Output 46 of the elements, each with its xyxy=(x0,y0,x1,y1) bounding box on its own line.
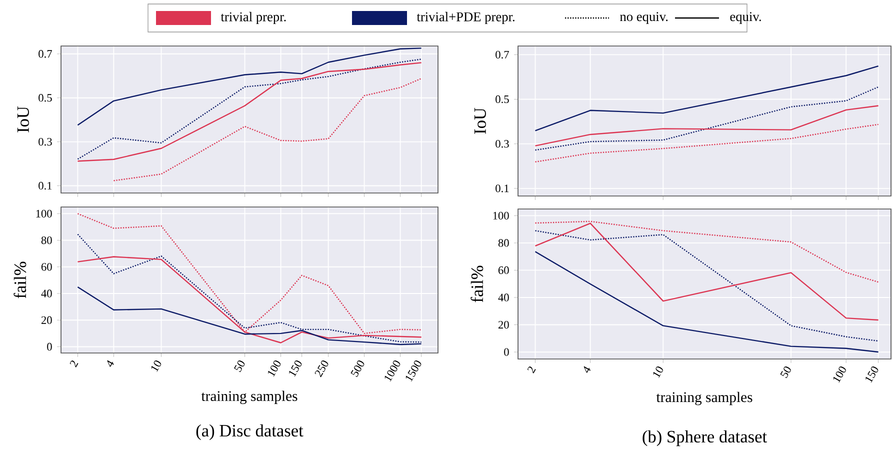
x-tick-label: 150 xyxy=(289,360,302,377)
y-tick-label: 80 xyxy=(41,236,52,244)
x-tick-label: 100 xyxy=(268,360,281,377)
text: (b) Sphere dataset xyxy=(642,430,767,446)
y-axis-title: IoU xyxy=(17,106,29,132)
y-tick-label: 0.5 xyxy=(496,95,509,104)
y-tick-label: 0 xyxy=(504,348,509,356)
y-tick-label: 0.3 xyxy=(38,138,52,146)
y-axis-title: fail% xyxy=(470,266,484,302)
x-tick-label: 250 xyxy=(314,360,328,378)
x-tick-label: 150 xyxy=(866,366,878,383)
y-tick-label: 100 xyxy=(36,210,52,218)
y-tick-label: 80 xyxy=(498,239,509,247)
x-tick-label: 4 xyxy=(107,360,114,367)
x-tick-label: 10 xyxy=(152,360,162,372)
x-axis-title: training samples xyxy=(201,390,298,404)
y-tick-label: 100 xyxy=(493,212,509,220)
x-tick-label: 100 xyxy=(834,366,846,383)
legend-label: trivial prepr. xyxy=(220,12,286,24)
text: no equiv. xyxy=(620,12,668,24)
y-tick-label: 0.3 xyxy=(496,140,509,148)
x-tick-label: 2 xyxy=(527,366,536,374)
y-tick-label: 40 xyxy=(41,290,52,298)
text: (a) Disc dataset xyxy=(196,424,304,440)
x-axis-title: training samples xyxy=(656,392,752,406)
x-tick-label: 10 xyxy=(653,366,663,378)
y-tick-label: 40 xyxy=(498,294,509,302)
x-tick-label: 500 xyxy=(350,360,364,377)
y-tick-label: 0.7 xyxy=(496,50,509,59)
text: equiv. xyxy=(730,12,761,24)
y-tick-label: 60 xyxy=(41,263,52,271)
y-tick-label: 20 xyxy=(41,316,52,324)
x-tick-label: 50 xyxy=(234,360,245,372)
legend-label: trivial+PDE prepr. xyxy=(416,12,514,24)
y-tick-label: 20 xyxy=(498,320,509,329)
x-tick-label: 2 xyxy=(70,360,78,368)
y-tick-label: 0.5 xyxy=(38,94,52,102)
x-tick-label: 50 xyxy=(780,366,791,378)
y-tick-label: 0.7 xyxy=(38,50,52,58)
x-tick-label: 4 xyxy=(584,366,591,373)
y-tick-label: 0.1 xyxy=(496,184,509,192)
y-tick-label: 0 xyxy=(47,342,52,351)
y-axis-title: IoU xyxy=(474,108,486,134)
y-axis-title: fail% xyxy=(14,262,26,298)
y-tick-label: 0.1 xyxy=(38,182,52,190)
y-tick-label: 60 xyxy=(498,266,509,274)
